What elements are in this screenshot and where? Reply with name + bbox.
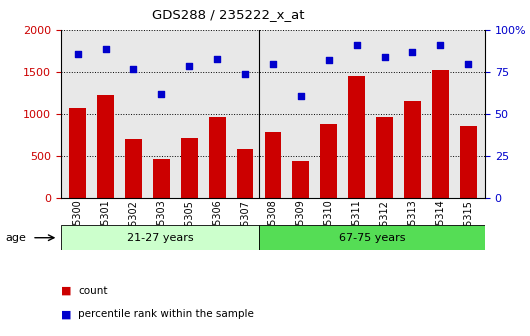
Bar [61, 225, 259, 250]
Bar [153, 159, 170, 198]
Text: ■: ■ [61, 286, 72, 296]
Point [213, 56, 222, 61]
Bar [320, 124, 337, 198]
Text: age: age [5, 233, 26, 243]
Text: ■: ■ [61, 309, 72, 319]
Point [157, 91, 165, 97]
Point [408, 49, 417, 55]
Point [269, 61, 277, 67]
Bar [264, 132, 281, 198]
Text: count: count [78, 286, 108, 296]
Point [129, 66, 138, 72]
Bar [432, 70, 449, 198]
Bar [237, 149, 253, 198]
Text: percentile rank within the sample: percentile rank within the sample [78, 309, 254, 319]
Bar [259, 225, 485, 250]
Point [381, 54, 389, 60]
Point [436, 43, 445, 48]
Bar [376, 117, 393, 198]
Bar [348, 77, 365, 198]
Bar [125, 139, 142, 198]
Point [74, 51, 82, 56]
Text: GDS288 / 235222_x_at: GDS288 / 235222_x_at [152, 8, 304, 22]
Point [464, 61, 472, 67]
Point [241, 71, 249, 77]
Bar [69, 109, 86, 198]
Bar [209, 117, 226, 198]
Point [352, 43, 361, 48]
Point [101, 46, 110, 51]
Point [185, 63, 193, 68]
Point [297, 93, 305, 98]
Bar [97, 95, 114, 198]
Bar [293, 161, 309, 198]
Bar [404, 101, 421, 198]
Bar [181, 138, 198, 198]
Text: 21-27 years: 21-27 years [127, 233, 193, 243]
Text: 67-75 years: 67-75 years [339, 233, 405, 243]
Bar [460, 126, 476, 198]
Point [324, 58, 333, 63]
